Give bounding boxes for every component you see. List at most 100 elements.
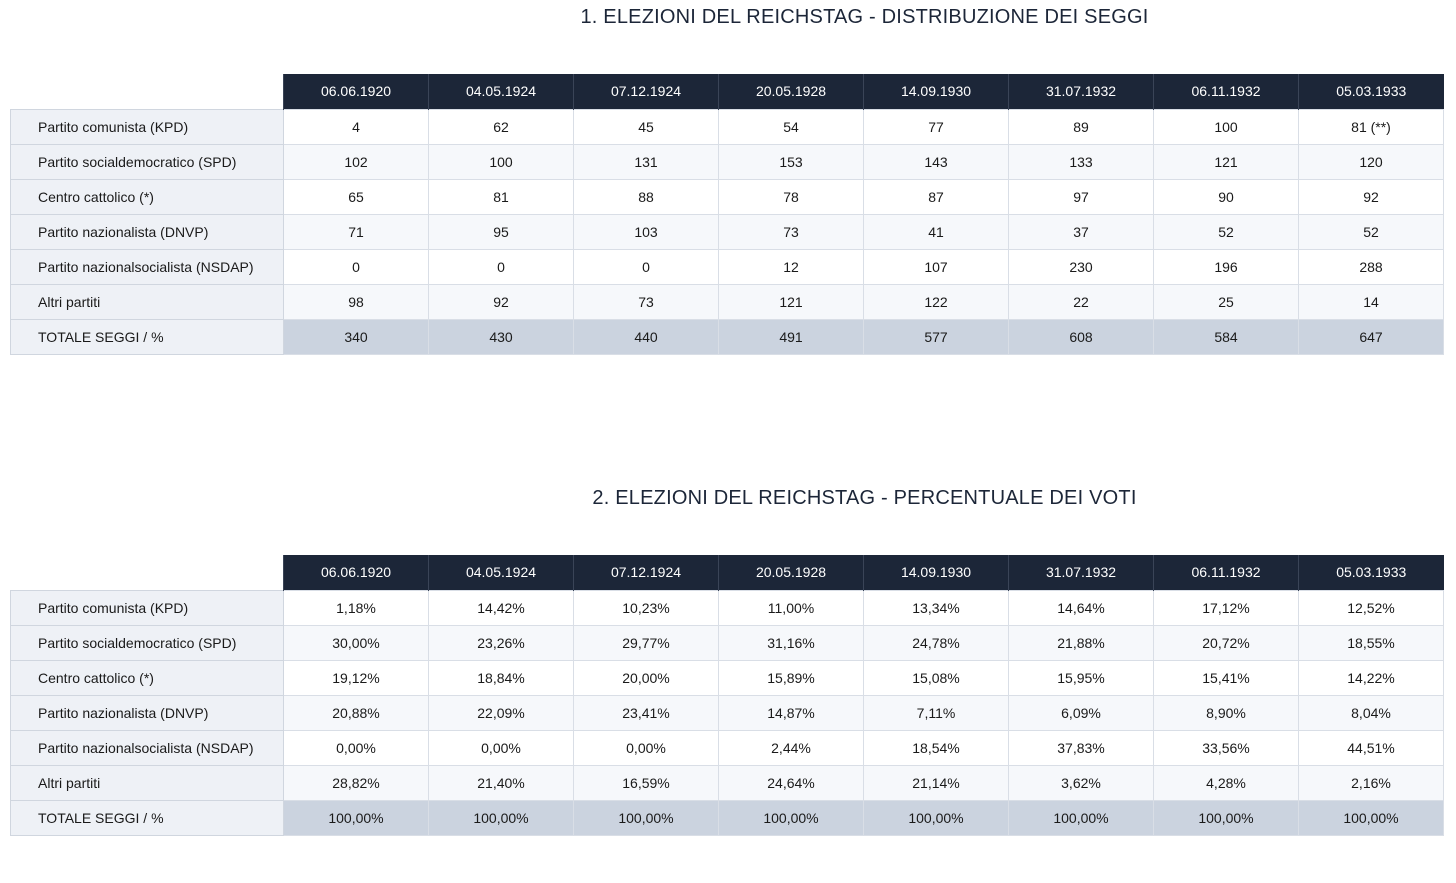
- column-header-date: 07.12.1924: [573, 555, 719, 590]
- table-cell: 62: [428, 108, 574, 145]
- table-cell: 288: [1298, 248, 1444, 285]
- header-row: 06.06.1920 04.05.1924 07.12.1924 20.05.1928…: [11, 74, 1444, 109]
- row-label: Partito nazionalista (DNVP): [10, 213, 284, 250]
- table-cell: 73: [718, 213, 864, 250]
- header-row: 06.06.1920 04.05.1924 07.12.1924 20.05.1928…: [11, 555, 1444, 590]
- column-header-date: 04.05.1924: [428, 555, 574, 590]
- table-cell: 100,00%: [1153, 799, 1299, 836]
- table-cell: 29,77%: [573, 624, 719, 661]
- column-header-date: 31.07.1932: [1008, 555, 1154, 590]
- table-cell: 30,00%: [283, 624, 429, 661]
- table-cell: 21,88%: [1008, 624, 1154, 661]
- column-header-date: 07.12.1924: [573, 74, 719, 109]
- table-cell: 608: [1008, 318, 1154, 355]
- table-cell: 100: [428, 143, 574, 180]
- table-cell: 12,52%: [1298, 589, 1444, 626]
- table-cell: 95: [428, 213, 574, 250]
- row-label: Partito nazionalsocialista (NSDAP): [10, 729, 284, 766]
- total-row: TOTALE SEGGI / % 340 430 440 491 577 608 584 647: [10, 318, 1444, 355]
- table-cell: 584: [1153, 318, 1299, 355]
- table-cell: 18,54%: [863, 729, 1009, 766]
- table-row: Altri partiti 28,82% 21,40% 16,59% 24,64% 21,…: [10, 764, 1444, 801]
- column-header-date: 04.05.1924: [428, 74, 574, 109]
- table-cell: 52: [1153, 213, 1299, 250]
- table-cell: 100,00%: [283, 799, 429, 836]
- table-cell: 3,62%: [1008, 764, 1154, 801]
- table-cell: 90: [1153, 178, 1299, 215]
- row-label: TOTALE SEGGI / %: [10, 799, 284, 836]
- table-cell: 65: [283, 178, 429, 215]
- table-cell: 21,14%: [863, 764, 1009, 801]
- table-cell: 88: [573, 178, 719, 215]
- table-cell: 22: [1008, 283, 1154, 320]
- table-cell: 81 (**): [1298, 108, 1444, 145]
- table-cell: 100,00%: [1008, 799, 1154, 836]
- table-cell: 98: [283, 283, 429, 320]
- table-cell: 15,89%: [718, 659, 864, 696]
- table-cell: 100,00%: [863, 799, 1009, 836]
- table-cell: 8,90%: [1153, 694, 1299, 731]
- table-cell: 430: [428, 318, 574, 355]
- table-cell: 14,42%: [428, 589, 574, 626]
- table-cell: 647: [1298, 318, 1444, 355]
- table-cell: 100,00%: [428, 799, 574, 836]
- table-cell: 15,95%: [1008, 659, 1154, 696]
- table-cell: 21,40%: [428, 764, 574, 801]
- row-label: Centro cattolico (*): [10, 178, 284, 215]
- table-cell: 0,00%: [283, 729, 429, 766]
- table-row: Partito nazionalsocialista (NSDAP) 0,00% 0…: [10, 729, 1444, 766]
- table-cell: 0: [428, 248, 574, 285]
- row-label: Altri partiti: [10, 764, 284, 801]
- row-label: Partito comunista (KPD): [10, 589, 284, 626]
- table-cell: 8,04%: [1298, 694, 1444, 731]
- row-label: Centro cattolico (*): [10, 659, 284, 696]
- column-header-date: 05.03.1933: [1298, 555, 1444, 590]
- column-header-date: 06.11.1932: [1153, 555, 1299, 590]
- row-label: Altri partiti: [10, 283, 284, 320]
- table-cell: 577: [863, 318, 1009, 355]
- table-cell: 22,09%: [428, 694, 574, 731]
- table-cell: 121: [1153, 143, 1299, 180]
- table-cell: 100,00%: [573, 799, 719, 836]
- table-cell: 2,44%: [718, 729, 864, 766]
- table-cell: 87: [863, 178, 1009, 215]
- table-cell: 122: [863, 283, 1009, 320]
- row-label: Partito comunista (KPD): [10, 108, 284, 145]
- table-cell: 196: [1153, 248, 1299, 285]
- table-cell: 18,55%: [1298, 624, 1444, 661]
- table-cell: 73: [573, 283, 719, 320]
- table-cell: 0: [573, 248, 719, 285]
- table-cell: 14,64%: [1008, 589, 1154, 626]
- table-cell: 41: [863, 213, 1009, 250]
- table-cell: 230: [1008, 248, 1154, 285]
- table-cell: 24,78%: [863, 624, 1009, 661]
- table-cell: 71: [283, 213, 429, 250]
- table-cell: 14,87%: [718, 694, 864, 731]
- row-label: Partito socialdemocratico (SPD): [10, 624, 284, 661]
- table-cell: 11,00%: [718, 589, 864, 626]
- vote-percentage-table-title: 2. ELEZIONI DEL REICHSTAG - PERCENTUALE …: [592, 487, 1137, 509]
- table-cell: 78: [718, 178, 864, 215]
- table-row: Centro cattolico (*) 65 81 88 78 87 97 90 92: [10, 178, 1444, 215]
- total-row: TOTALE SEGGI / % 100,00% 100,00% 100,00% 100…: [10, 799, 1444, 836]
- table-cell: 45: [573, 108, 719, 145]
- table-cell: 18,84%: [428, 659, 574, 696]
- row-label: TOTALE SEGGI / %: [10, 318, 284, 355]
- column-header-date: 05.03.1933: [1298, 74, 1444, 109]
- row-label: Partito socialdemocratico (SPD): [10, 143, 284, 180]
- table-cell: 77: [863, 108, 1009, 145]
- table-row: Partito nazionalsocialista (NSDAP) 0 0 0 12 1…: [10, 248, 1444, 285]
- table-cell: 491: [718, 318, 864, 355]
- table-cell: 107: [863, 248, 1009, 285]
- header-corner: [11, 74, 284, 109]
- table-cell: 120: [1298, 143, 1444, 180]
- table-cell: 54: [718, 108, 864, 145]
- table-row: Altri partiti 98 92 73 121 122 22 25 14: [10, 283, 1444, 320]
- table-cell: 89: [1008, 108, 1154, 145]
- table-cell: 52: [1298, 213, 1444, 250]
- table-cell: 153: [718, 143, 864, 180]
- table-cell: 19,12%: [283, 659, 429, 696]
- table-row: Partito socialdemocratico (SPD) 30,00% 23,…: [10, 624, 1444, 661]
- table-cell: 15,08%: [863, 659, 1009, 696]
- seats-table-title: 1. ELEZIONI DEL REICHSTAG - DISTRIBUZION…: [580, 6, 1149, 28]
